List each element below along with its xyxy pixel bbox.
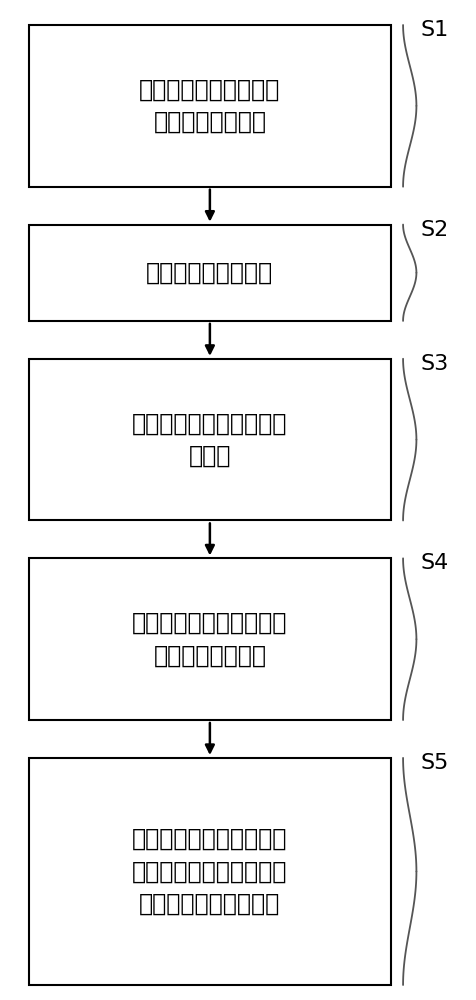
Text: 皮层脑电数据预处理: 皮层脑电数据预处理 <box>146 261 273 285</box>
Text: 分析体感诱发电位，定位
中央沟: 分析体感诱发电位，定位 中央沟 <box>132 411 287 468</box>
Bar <box>29 359 390 520</box>
Text: S3: S3 <box>419 354 447 374</box>
Bar <box>29 25 390 187</box>
Text: 综合分析中央沟及功能区
定位结果，区分及定位感
觉功能区和运动功能区: 综合分析中央沟及功能区 定位结果，区分及定位感 觉功能区和运动功能区 <box>132 827 287 916</box>
Text: 分析长延时高频伽马神经
响应，定位功能区: 分析长延时高频伽马神经 响应，定位功能区 <box>132 611 287 667</box>
Text: S4: S4 <box>419 553 447 573</box>
Text: S2: S2 <box>419 220 447 240</box>
Text: 给予正中神经电刺激，
采集皮层脑电数据: 给予正中神经电刺激， 采集皮层脑电数据 <box>139 78 280 134</box>
Bar <box>29 225 390 321</box>
Bar <box>29 758 390 985</box>
Bar <box>29 558 390 720</box>
Text: S5: S5 <box>419 753 447 773</box>
Text: S1: S1 <box>419 20 447 40</box>
